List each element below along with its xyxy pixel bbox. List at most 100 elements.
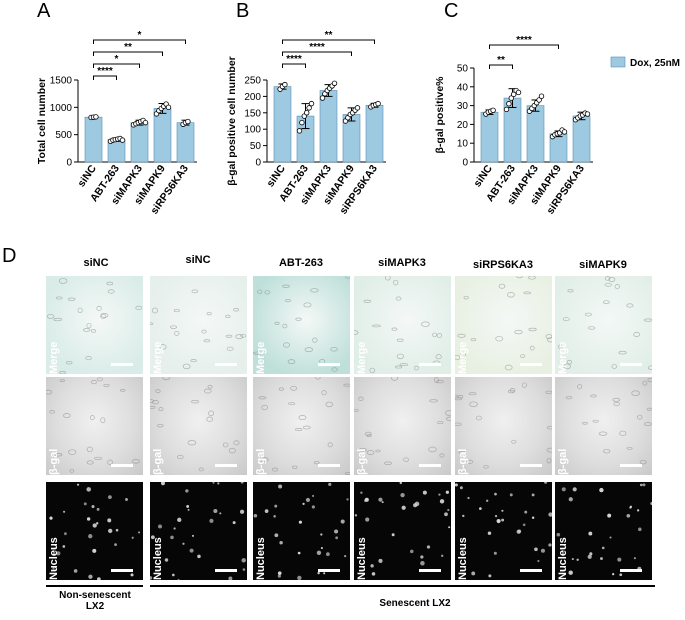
chart-b-ytick-label: 100 (244, 125, 261, 136)
cell-outline (604, 282, 612, 287)
cell-outline (282, 323, 288, 329)
scale-bar (620, 464, 642, 467)
nucleus-spot (189, 548, 194, 553)
nucleus-spot (391, 533, 395, 537)
cell-outline (107, 459, 113, 465)
nucleus-spot (400, 492, 405, 498)
nucleus-spot (509, 493, 513, 497)
nucleus-spot (325, 552, 330, 557)
cell-outline (396, 338, 404, 342)
nucleus-spot (323, 572, 326, 575)
cell-outline (55, 296, 63, 300)
chart-c-legend-label: Dox, 25nM (630, 58, 680, 69)
nucleus-spot (642, 483, 646, 487)
cell-outline (369, 367, 376, 374)
cell-outline (608, 276, 616, 283)
nucleus-spot (636, 509, 640, 512)
micrograph-texture (556, 483, 652, 577)
chart-c-ytick-label: 40 (457, 82, 469, 93)
cell-outline (403, 457, 409, 462)
cell-outline (435, 354, 442, 360)
micrograph-merge-col1: Merge (46, 276, 143, 374)
cell-outline (504, 364, 513, 371)
cell-outline (372, 324, 381, 328)
cell-outline (198, 467, 204, 472)
cell-outline (177, 454, 184, 460)
cell-outline (345, 276, 350, 279)
micrograph-bgal-col3: β-gal (253, 377, 350, 475)
cell-outline (626, 303, 634, 308)
cell-outline (565, 396, 573, 400)
nucleus-spot (317, 571, 320, 575)
cell-outline (132, 459, 140, 464)
cell-outline (437, 421, 444, 425)
nucleus-spot (534, 547, 538, 552)
nucleus-spot (138, 531, 141, 534)
cell-outline (507, 292, 515, 298)
cell-outline (344, 471, 350, 475)
cell-outline (106, 281, 114, 286)
cell-outline (647, 377, 652, 383)
row-label-bgal: β-gal (48, 448, 60, 475)
cell-outline (283, 342, 290, 348)
cell-outline (228, 447, 236, 454)
nucleus-spot (588, 531, 593, 536)
scale-bar (318, 569, 340, 572)
chart-b-ylabel: β-gal positive cell number (226, 56, 238, 186)
cell-outline (445, 410, 451, 416)
cell-outline (460, 352, 467, 358)
cell-outline (162, 377, 171, 381)
nucleus-spot (212, 482, 215, 484)
nucleus-spot (441, 554, 444, 558)
nucleus-spot (274, 533, 279, 538)
row-label-nucleus: Nucleus (356, 537, 368, 580)
chart-a-bar-sinc (84, 116, 103, 163)
nucleus-spot (274, 504, 278, 508)
nucleus-spot (83, 502, 87, 506)
cell-outline (528, 327, 537, 332)
nucleus-spot (438, 493, 441, 496)
cell-outline (304, 347, 313, 353)
chart-c-data-point (510, 91, 517, 98)
cell-outline (375, 449, 381, 453)
row-label-bgal: β-gal (557, 448, 569, 475)
cell-outline (150, 322, 154, 326)
cell-outline (566, 359, 573, 365)
cell-outline (287, 359, 296, 365)
chart-b-data-point (303, 110, 310, 116)
micrograph-texture (253, 276, 350, 372)
nucleus-spot (182, 542, 185, 545)
chart-b-sig-bracket (282, 39, 375, 44)
nucleus-spot (86, 487, 91, 492)
micrograph-merge-col6: Merge (555, 276, 652, 374)
cell-outline (384, 276, 391, 281)
cell-outline (222, 442, 229, 448)
nucleus-spot (486, 499, 489, 502)
cell-outline (546, 458, 552, 464)
chart-b-bar-sinc (273, 86, 292, 163)
nucleus-spot (115, 528, 119, 532)
cell-outline (201, 329, 207, 334)
nucleus-spot (277, 574, 281, 578)
cell-outline (642, 380, 648, 386)
cell-outline (590, 394, 597, 398)
cell-outline (633, 331, 640, 337)
cell-outline (225, 334, 233, 338)
chart-a-sig-bracket (93, 75, 117, 80)
cell-outline (85, 356, 92, 361)
cell-outline (563, 363, 571, 370)
nucleus-spot (572, 487, 577, 492)
nucleus-spot (241, 558, 246, 563)
panel-letter-d: D (2, 245, 17, 267)
cell-outline (258, 396, 267, 400)
nucleus-spot (305, 497, 311, 503)
nucleus-spot (612, 573, 615, 576)
cell-outline (428, 446, 437, 453)
micrograph-merge-col5: Merge (455, 276, 552, 374)
chart-c-bar-simapk3 (526, 105, 545, 163)
chart-b-data-point (308, 100, 315, 107)
cell-outline (303, 302, 312, 308)
cell-outline (358, 448, 367, 452)
cell-outline (58, 278, 68, 284)
nucleus-spot (161, 482, 165, 486)
